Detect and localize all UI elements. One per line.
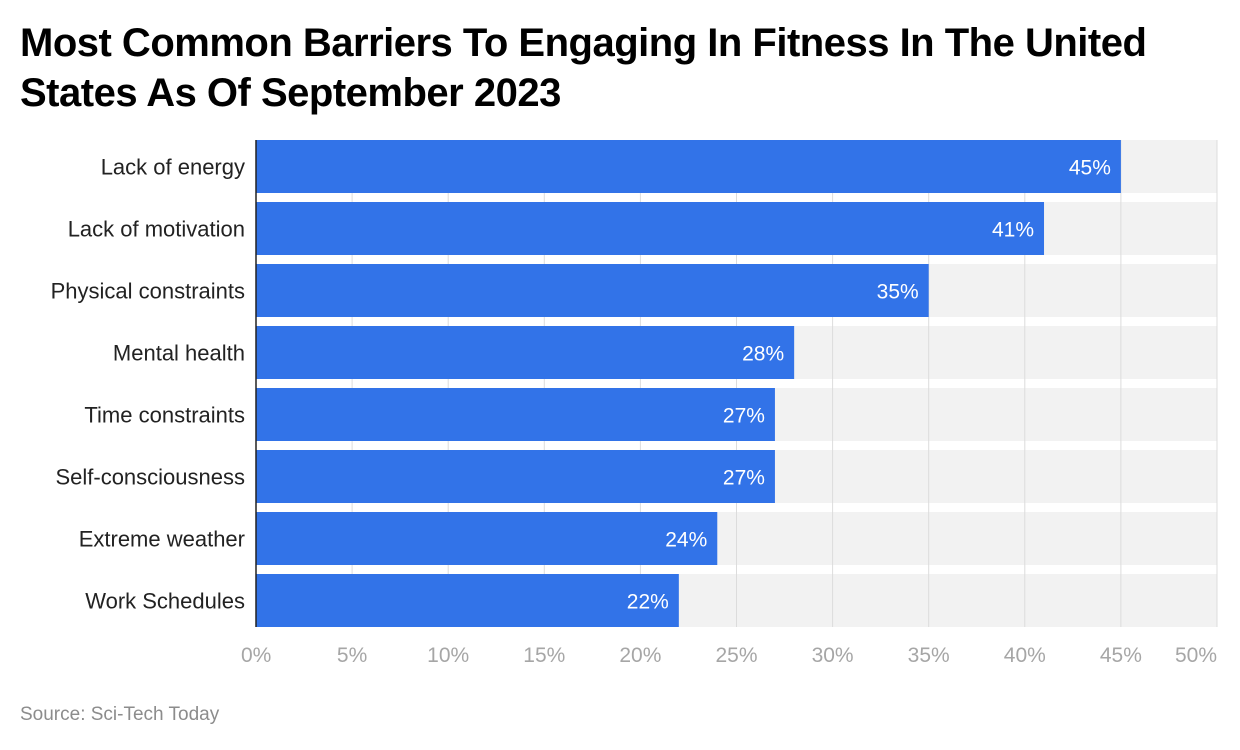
- x-tick-label: 45%: [1100, 644, 1142, 667]
- x-tick-label: 50%: [1175, 644, 1217, 667]
- category-label: Extreme weather: [79, 527, 245, 552]
- bar: [256, 574, 679, 627]
- category-label: Physical constraints: [51, 279, 245, 304]
- x-tick-label: 30%: [812, 644, 854, 667]
- value-label: 35%: [877, 281, 919, 304]
- bar: [256, 450, 775, 503]
- x-tick-label: 15%: [523, 644, 565, 667]
- value-label: 41%: [992, 219, 1034, 242]
- category-labels: Lack of energy Lack of motivation Physical…: [51, 155, 245, 614]
- x-axis-tick-labels: 0% 5% 10% 15% 20% 25% 30% 35% 40% 45% 50%: [241, 644, 1217, 667]
- category-label: Work Schedules: [85, 589, 245, 614]
- x-tick-label: 5%: [337, 644, 367, 667]
- value-label: 24%: [665, 529, 707, 552]
- x-tick-label: 20%: [619, 644, 661, 667]
- bar: [256, 388, 775, 441]
- value-label: 27%: [723, 467, 765, 490]
- bar: [256, 140, 1121, 193]
- x-tick-label: 35%: [908, 644, 950, 667]
- bars: [256, 140, 1121, 627]
- x-tick-label: 40%: [1004, 644, 1046, 667]
- category-label: Time constraints: [84, 403, 245, 428]
- value-label: 27%: [723, 405, 765, 428]
- x-tick-label: 25%: [715, 644, 757, 667]
- x-tick-label: 10%: [427, 644, 469, 667]
- value-label: 22%: [627, 591, 669, 614]
- chart-title: Most Common Barriers To Engaging In Fitn…: [20, 21, 1147, 115]
- bar: [256, 512, 718, 565]
- bar: [256, 264, 929, 317]
- x-tick-label: 0%: [241, 644, 271, 667]
- category-label: Self-consciousness: [55, 465, 245, 490]
- value-label: 28%: [742, 343, 784, 366]
- source-note: Source: Sci-Tech Today: [20, 704, 220, 725]
- bar: [256, 202, 1045, 255]
- bar: [256, 326, 795, 379]
- category-label: Mental health: [113, 341, 245, 366]
- value-labels: 45% 41% 35% 28% 27% 27% 24% 22%: [627, 157, 1111, 614]
- value-label: 45%: [1069, 157, 1111, 180]
- category-label: Lack of energy: [101, 155, 245, 180]
- category-label: Lack of motivation: [68, 217, 245, 242]
